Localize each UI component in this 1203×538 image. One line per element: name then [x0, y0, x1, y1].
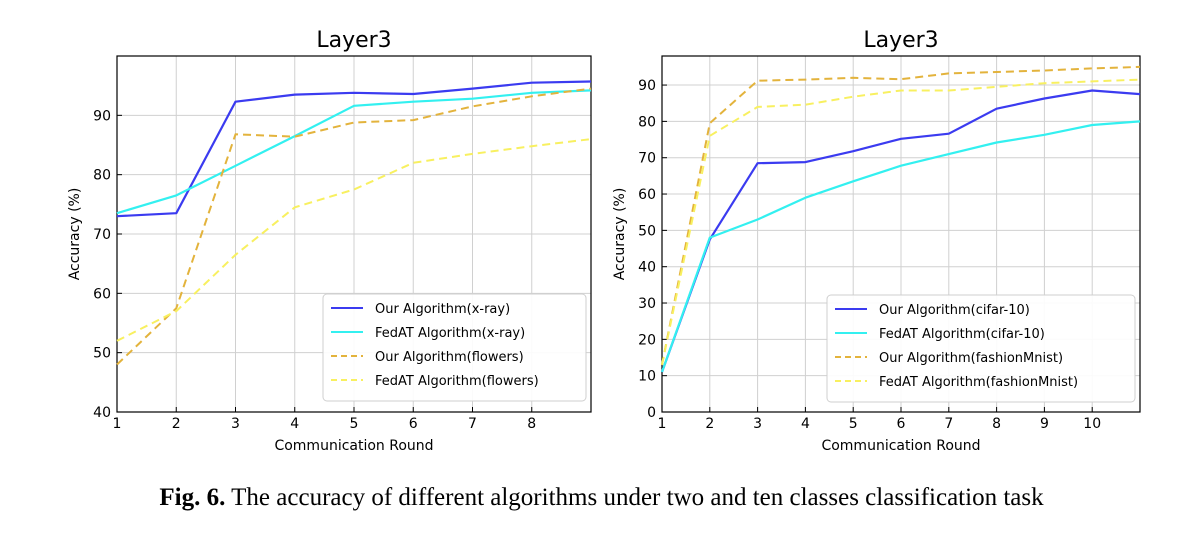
caption-label: Fig. 6. [159, 484, 226, 511]
x-tick-label: 10 [1083, 416, 1101, 432]
series-line-2 [661, 65, 1141, 365]
x-tick-label: 4 [801, 416, 810, 432]
legend-label-2: Our Algorithm(flowers) [375, 350, 524, 365]
x-tick-label: 7 [944, 416, 953, 432]
x-tick-label: 4 [290, 416, 299, 432]
legend-label-1: FedAT Algorithm(cifar-10) [879, 327, 1045, 342]
y-tick-label: 70 [93, 227, 111, 243]
figure-caption: Fig. 6. The accuracy of different algori… [0, 484, 1203, 512]
series-line-1 [660, 120, 1141, 373]
x-tick-label: 8 [992, 416, 1001, 432]
x-tick-label: 1 [658, 416, 667, 432]
y-tick-label: 80 [93, 168, 111, 184]
series-line-2 [116, 87, 592, 366]
legend-label-3: FedAT Algorithm(fashionMnist) [879, 375, 1078, 390]
legend-label-0: Our Algorithm(cifar-10) [879, 303, 1030, 318]
x-tick-label: 3 [753, 416, 762, 432]
legend-box [826, 294, 1136, 403]
y-tick-label: 50 [638, 223, 656, 239]
y-tick-label: 40 [93, 405, 111, 421]
y-tick-label: 30 [638, 296, 656, 312]
x-tick-label: 5 [849, 416, 858, 432]
x-axis-label: Communication Round [821, 438, 980, 454]
series-line-0 [116, 80, 592, 218]
y-tick-label: 90 [93, 108, 111, 124]
chart-title: Layer3 [863, 28, 938, 53]
y-tick-label: 40 [638, 260, 656, 276]
caption-text: The accuracy of different algorithms und… [225, 484, 1044, 511]
y-tick-label: 50 [93, 346, 111, 362]
right-chart: 1 2 3 4 5 6 7 8 9 10 0 10 20 30 40 50 60 70 80 90 Layer3 Comm… [612, 28, 1141, 454]
y-axis-label: Accuracy (%) [612, 188, 628, 281]
y-tick-label: 70 [638, 151, 656, 167]
left-chart: 1 2 3 4 5 6 7 8 40 50 60 70 80 90 Layer3 Communication … [67, 28, 592, 454]
y-tick-label: 90 [638, 78, 656, 94]
series-line-3 [661, 78, 1141, 366]
series-line-1 [116, 89, 592, 215]
legend-label-3: FedAT Algorithm(flowers) [375, 374, 539, 389]
y-tick-label: 0 [647, 405, 656, 421]
legend-label-0: Our Algorithm(x-ray) [375, 302, 510, 317]
x-tick-label: 8 [527, 416, 536, 432]
y-tick-label: 60 [638, 187, 656, 203]
series-line-3 [116, 138, 592, 342]
legend-label-2: Our Algorithm(fashionMnist) [879, 351, 1063, 366]
x-tick-label: 3 [231, 416, 240, 432]
x-tick-label: 2 [705, 416, 714, 432]
chart-title: Layer3 [316, 28, 391, 53]
y-tick-label: 60 [93, 286, 111, 302]
legend-box [322, 293, 587, 402]
y-tick-label: 10 [638, 369, 656, 385]
y-axis-label: Accuracy (%) [67, 188, 83, 281]
x-tick-label: 5 [350, 416, 359, 432]
legend-label-1: FedAT Algorithm(x-ray) [375, 326, 525, 341]
x-tick-label: 9 [1040, 416, 1049, 432]
y-tick-label: 20 [638, 332, 656, 348]
x-tick-label: 6 [897, 416, 906, 432]
x-tick-label: 6 [409, 416, 418, 432]
x-axis-label: Communication Round [274, 438, 433, 454]
x-tick-label: 7 [468, 416, 477, 432]
x-tick-label: 2 [172, 416, 181, 432]
y-tick-label: 80 [638, 114, 656, 130]
x-tick-label: 1 [113, 416, 122, 432]
series-line-0 [660, 89, 1141, 373]
